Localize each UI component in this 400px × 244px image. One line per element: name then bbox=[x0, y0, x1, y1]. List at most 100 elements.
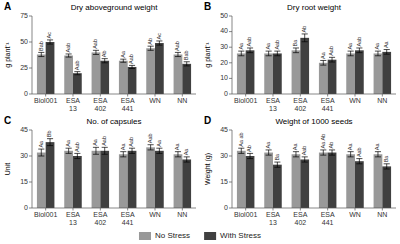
bar-annotation: Aab bbox=[356, 37, 362, 47]
x-tick-label: ESA402 bbox=[293, 97, 307, 112]
bar-annotation: Aa Ab bbox=[320, 134, 326, 149]
bar-annotation: Aa bbox=[174, 142, 180, 150]
bar-annotation: Ab bbox=[328, 142, 334, 149]
bar bbox=[346, 154, 355, 208]
error-bar bbox=[302, 34, 308, 42]
y-tick-label: 10 bbox=[220, 74, 228, 81]
bar-annotation: Bab bbox=[183, 50, 189, 60]
error-bar bbox=[47, 40, 53, 44]
error-bar bbox=[102, 147, 108, 154]
x-tick-label: ESA402 bbox=[93, 211, 107, 226]
bar bbox=[92, 151, 101, 208]
x-tick-label: ESA13 bbox=[266, 97, 280, 112]
error-bar bbox=[129, 65, 135, 68]
subplot-title: Dry root weight bbox=[287, 3, 342, 12]
error-bar bbox=[93, 50, 99, 54]
plot-area bbox=[37, 40, 191, 94]
bar bbox=[128, 67, 137, 94]
x-tick-label: WN bbox=[149, 97, 161, 104]
bar bbox=[237, 151, 246, 208]
bar-annotation: Aab bbox=[328, 46, 334, 56]
bar-annotation: Ba bbox=[292, 39, 298, 47]
bar bbox=[319, 153, 328, 208]
bar-annotation: Aa ab bbox=[238, 132, 244, 146]
error-bar bbox=[329, 150, 335, 155]
bar-annotation: Ac bbox=[46, 32, 52, 39]
legend: No StressWith Stress bbox=[139, 231, 261, 240]
bar bbox=[328, 60, 337, 94]
x-tick-label: ESA13 bbox=[66, 97, 80, 112]
bar bbox=[382, 166, 391, 208]
y-tick bbox=[29, 94, 32, 95]
y-tick-label: 15 bbox=[220, 178, 228, 185]
bar-annotation: Aab bbox=[65, 43, 71, 53]
y-tick-label: 0 bbox=[224, 204, 228, 211]
bar bbox=[346, 53, 355, 94]
bar bbox=[174, 154, 183, 208]
bar bbox=[128, 151, 137, 208]
x-tick-label: ESA13 bbox=[66, 211, 80, 226]
bar bbox=[46, 42, 55, 94]
y-tick bbox=[29, 16, 32, 17]
subplot-title: No. of capsules bbox=[86, 117, 141, 126]
y-tick-label: 45 bbox=[220, 126, 228, 133]
y-tick bbox=[29, 130, 32, 131]
y-axis-line bbox=[32, 16, 33, 94]
x-tick-label: ESA402 bbox=[93, 97, 107, 112]
y-tick bbox=[229, 156, 232, 157]
bar-annotation: Aa bbox=[156, 139, 162, 147]
error-bar bbox=[293, 48, 299, 53]
error-bar bbox=[375, 51, 381, 56]
y-tick bbox=[229, 47, 232, 48]
x-tick-label: WN bbox=[349, 97, 361, 104]
bar-annotation: Aa bbox=[92, 138, 98, 146]
y-tick bbox=[29, 68, 32, 69]
bar bbox=[319, 63, 328, 94]
bar-annotation: Aab bbox=[128, 137, 134, 147]
error-bar bbox=[356, 48, 362, 53]
bar bbox=[374, 53, 383, 94]
panel: ADry aboveground weightg plant⁻¹0255075B… bbox=[4, 1, 196, 112]
x-axis-line bbox=[232, 94, 396, 95]
x-tick-label: Biol001 bbox=[234, 97, 257, 104]
bar bbox=[246, 50, 255, 94]
bar bbox=[73, 73, 82, 94]
panel: CNo. of capsulesUnit0153045AaAaAaAaAabAa… bbox=[4, 115, 196, 226]
x-tick-label: ESA441 bbox=[121, 97, 135, 112]
bar bbox=[92, 52, 101, 94]
bar bbox=[119, 154, 128, 208]
y-tick-label: 0 bbox=[24, 204, 28, 211]
error-bar bbox=[266, 51, 272, 56]
legend-label: With Stress bbox=[220, 231, 261, 240]
bar bbox=[64, 56, 73, 94]
bar bbox=[182, 159, 191, 208]
bar-annotation: Ba bbox=[383, 155, 389, 163]
y-tick-label: 0 bbox=[24, 90, 28, 97]
error-bar bbox=[120, 152, 126, 157]
x-tick-label: NN bbox=[377, 211, 387, 218]
bar bbox=[300, 38, 309, 94]
error-bar bbox=[238, 51, 244, 56]
error-bar bbox=[148, 46, 154, 50]
panel-label: A bbox=[4, 1, 11, 12]
error-bar bbox=[348, 51, 354, 56]
bar-annotation: Aa bbox=[347, 42, 353, 50]
bar-annotation: Aab bbox=[74, 142, 80, 152]
y-tick-label: 25 bbox=[20, 64, 28, 71]
bar-annotation: Bb bbox=[46, 130, 52, 137]
y-axis-label: Weight (g) bbox=[204, 153, 212, 185]
bar bbox=[64, 151, 73, 208]
x-tick-label: ESA441 bbox=[321, 97, 335, 112]
bar-annotation: Ab bbox=[301, 26, 307, 33]
bar-annotation: Ab bbox=[246, 145, 252, 152]
bar bbox=[46, 142, 55, 208]
bar-annotation: Bab bbox=[38, 41, 44, 51]
bar bbox=[155, 43, 164, 94]
y-tick bbox=[229, 62, 232, 63]
y-tick-label: 20 bbox=[220, 59, 228, 66]
y-tick bbox=[229, 208, 232, 209]
bar bbox=[355, 50, 364, 94]
bar-annotation: Aab bbox=[101, 136, 107, 146]
error-bar bbox=[247, 153, 253, 158]
y-tick bbox=[229, 78, 232, 79]
